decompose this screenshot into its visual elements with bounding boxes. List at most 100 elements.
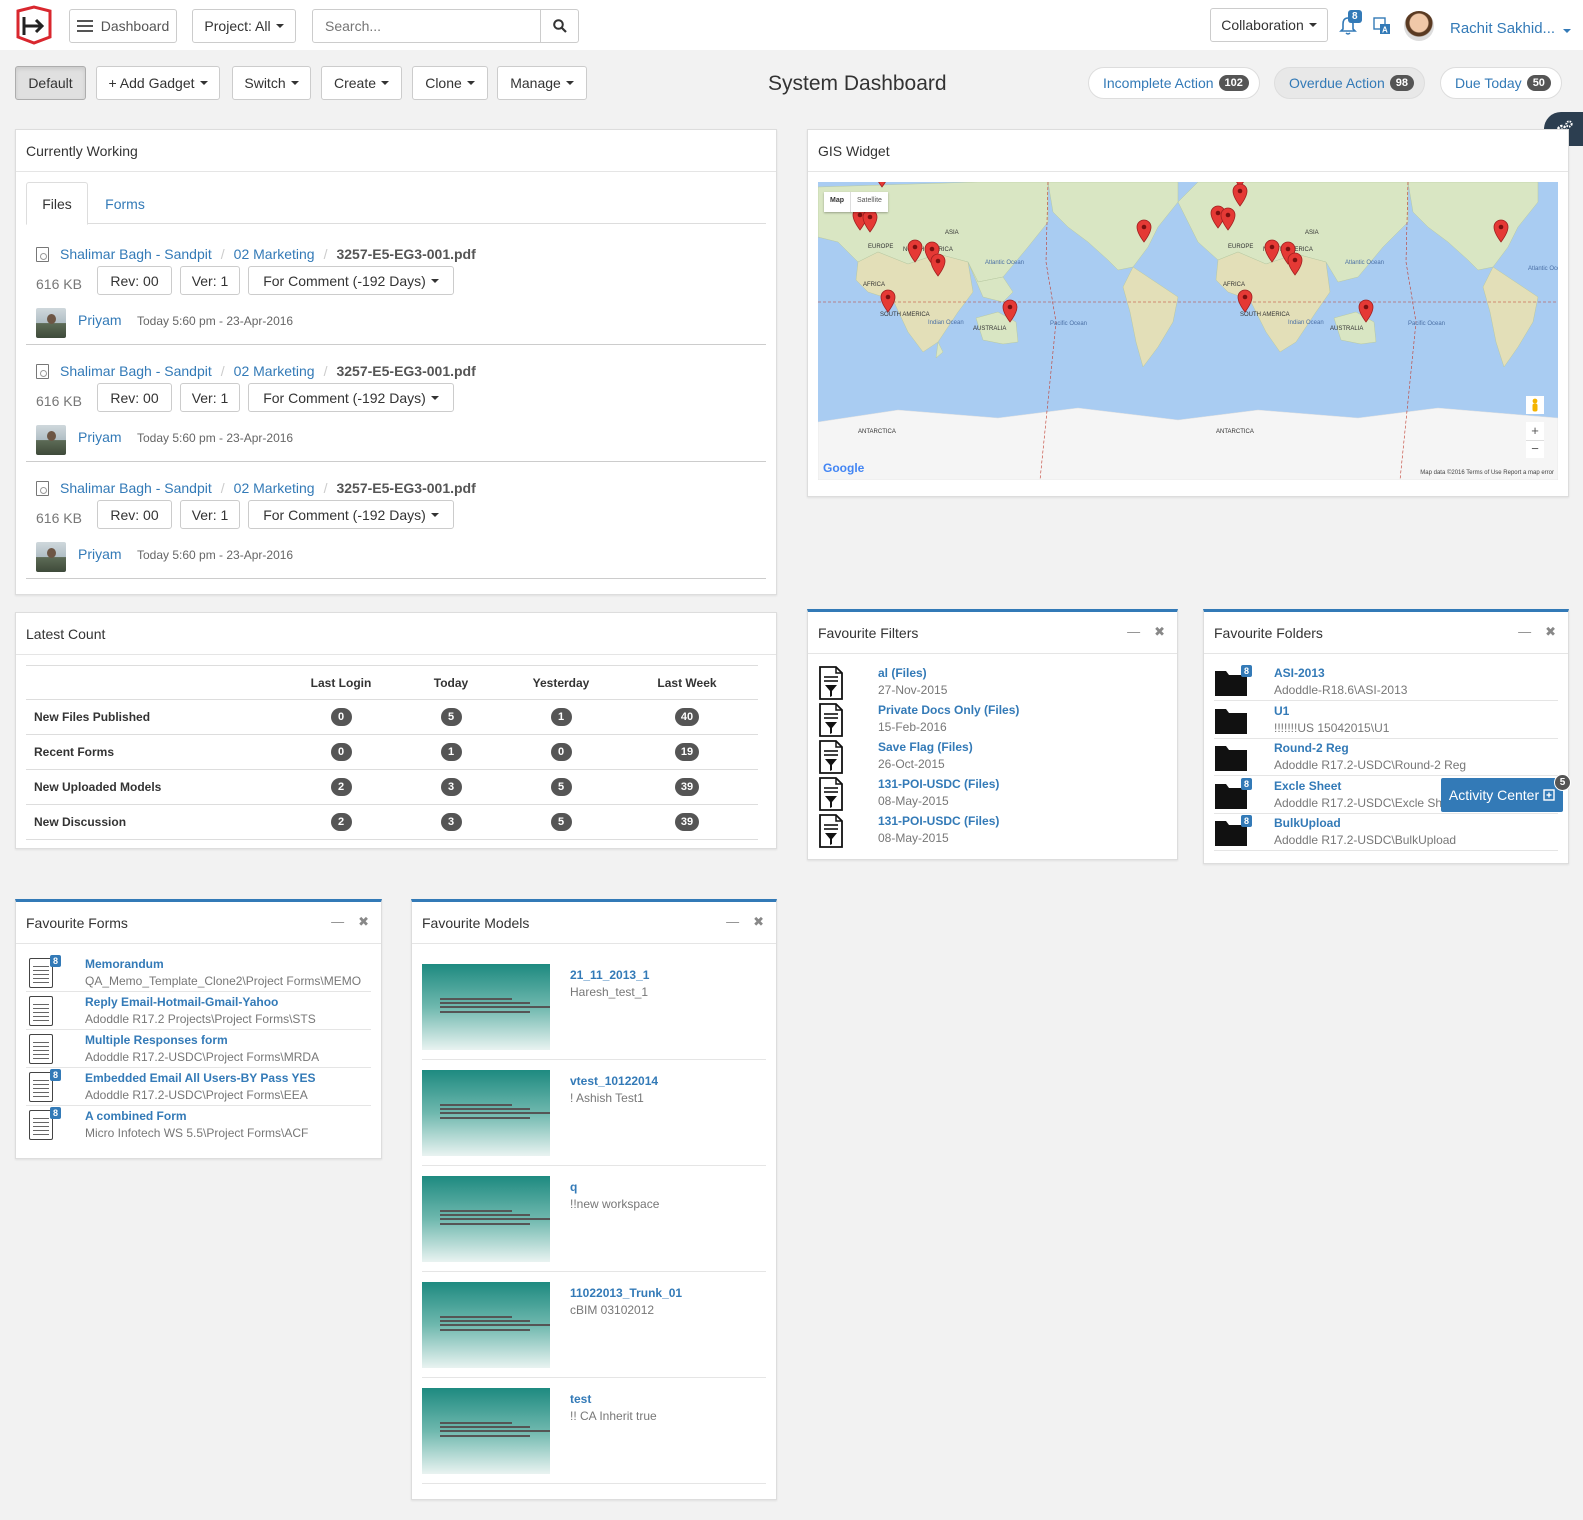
map-marker-icon[interactable] — [880, 289, 896, 313]
file-name[interactable]: 3257-E5-EG3-001.pdf — [336, 363, 476, 379]
manage-button[interactable]: Manage — [497, 66, 587, 100]
clone-button[interactable]: Clone — [412, 66, 488, 100]
map-marker-icon[interactable] — [1220, 207, 1236, 231]
revision-button[interactable]: Rev: 00 — [97, 266, 172, 295]
minimize-icon[interactable]: — — [726, 914, 740, 929]
count-badge[interactable]: 5 — [440, 708, 462, 726]
revision-button[interactable]: Rev: 00 — [97, 500, 172, 529]
map-marker-icon[interactable] — [1264, 239, 1280, 263]
model-link[interactable]: vtest_10122014 — [570, 1074, 659, 1088]
count-badge[interactable]: 0 — [330, 708, 352, 726]
language-icon[interactable]: A — [1373, 17, 1391, 35]
count-badge[interactable]: 1 — [440, 743, 462, 761]
map-marker-icon[interactable] — [1287, 252, 1303, 276]
model-thumbnail[interactable] — [422, 1282, 550, 1368]
search-input[interactable] — [313, 10, 538, 42]
folder-link[interactable]: 02 Marketing — [233, 480, 315, 496]
project-selector[interactable]: Project: All — [192, 9, 296, 43]
file-name[interactable]: 3257-E5-EG3-001.pdf — [336, 480, 476, 496]
count-badge[interactable]: 0 — [550, 743, 572, 761]
switch-button[interactable]: Switch — [232, 66, 311, 100]
count-badge[interactable]: 2 — [330, 813, 352, 831]
close-icon[interactable]: ✖ — [358, 914, 369, 929]
due-today-pill[interactable]: Due Today 50 — [1440, 67, 1562, 99]
minimize-icon[interactable]: — — [331, 914, 345, 929]
map-marker-icon[interactable] — [1237, 289, 1253, 313]
minimize-icon[interactable]: — — [1518, 624, 1532, 639]
count-badge[interactable]: 3 — [440, 813, 462, 831]
user-link[interactable]: Priyam — [78, 429, 122, 445]
folder-link[interactable]: BulkUpload — [1274, 816, 1341, 830]
form-link[interactable]: A combined Form — [85, 1109, 187, 1123]
satellite-tab[interactable]: Satellite — [850, 192, 888, 212]
count-badge[interactable]: 3 — [440, 778, 462, 796]
map-marker-icon[interactable] — [1002, 299, 1018, 323]
model-link[interactable]: 21_11_2013_1 — [570, 968, 650, 982]
form-link[interactable]: Embedded Email All Users-BY Pass YES — [85, 1071, 316, 1085]
version-button[interactable]: Ver: 1 — [180, 500, 240, 529]
model-thumbnail[interactable] — [422, 1070, 550, 1156]
count-badge[interactable]: 39 — [674, 778, 700, 796]
user-avatar[interactable] — [1404, 11, 1434, 41]
collaboration-dropdown[interactable]: Collaboration — [1210, 8, 1328, 42]
map-marker-icon[interactable] — [1232, 183, 1248, 207]
model-link[interactable]: test — [570, 1392, 592, 1406]
filter-link[interactable]: Private Docs Only (Files) — [878, 703, 1020, 717]
zoom-out-button[interactable]: − — [1526, 440, 1544, 458]
filter-link[interactable]: 131-POI-USDC (Files) — [878, 814, 1000, 828]
form-link[interactable]: Memorandum — [85, 957, 164, 971]
close-icon[interactable]: ✖ — [753, 914, 764, 929]
count-badge[interactable]: 0 — [330, 743, 352, 761]
incomplete-action-pill[interactable]: Incomplete Action 102 — [1088, 67, 1260, 99]
search-button[interactable] — [540, 10, 578, 42]
count-badge[interactable]: 39 — [674, 813, 700, 831]
count-badge[interactable]: 2 — [330, 778, 352, 796]
file-name[interactable]: 3257-E5-EG3-001.pdf — [336, 246, 476, 262]
folder-link[interactable]: U1 — [1274, 703, 1290, 718]
folder-link[interactable]: Round-2 Reg — [1274, 741, 1349, 755]
user-link[interactable]: Priyam — [78, 312, 122, 328]
map-marker-icon[interactable] — [875, 182, 889, 188]
add-gadget-button[interactable]: + Add Gadget — [96, 66, 220, 100]
map-marker-icon[interactable] — [1136, 219, 1152, 243]
close-icon[interactable]: ✖ — [1545, 624, 1556, 639]
project-link[interactable]: Shalimar Bagh - Sandpit — [60, 246, 212, 262]
create-button[interactable]: Create — [321, 66, 402, 100]
count-badge[interactable]: 1 — [550, 708, 572, 726]
model-link[interactable]: q — [570, 1180, 578, 1194]
map-marker-icon[interactable] — [1358, 299, 1374, 323]
filter-link[interactable]: Save Flag (Files) — [878, 740, 973, 754]
count-badge[interactable]: 40 — [674, 708, 700, 726]
folder-link[interactable]: 02 Marketing — [233, 363, 315, 379]
form-link[interactable]: Multiple Responses form — [85, 1033, 228, 1047]
filter-link[interactable]: al (Files) — [878, 666, 927, 680]
status-dropdown[interactable]: For Comment (-192 Days) — [248, 383, 454, 412]
form-link[interactable]: Reply Email-Hotmail-Gmail-Yahoo — [85, 995, 279, 1009]
user-menu[interactable]: Rachit Sakhid... — [1450, 20, 1572, 37]
map-marker-icon[interactable] — [1493, 219, 1509, 243]
close-icon[interactable]: ✖ — [1154, 624, 1165, 639]
user-link[interactable]: Priyam — [78, 546, 122, 562]
model-thumbnail[interactable] — [422, 964, 550, 1050]
model-thumbnail[interactable] — [422, 1388, 550, 1474]
map-tab[interactable]: Map — [830, 197, 844, 204]
folder-link[interactable]: ASI-2013 — [1274, 666, 1325, 680]
map-markers[interactable] — [852, 182, 1509, 323]
dashboard-menu-button[interactable]: Dashboard — [69, 9, 177, 43]
status-dropdown[interactable]: For Comment (-192 Days) — [248, 266, 454, 295]
model-link[interactable]: 11022013_Trunk_01 — [570, 1286, 683, 1300]
app-logo-icon[interactable] — [14, 5, 54, 45]
tab-files[interactable]: Files — [26, 182, 88, 225]
folder-link[interactable]: Excle Sheet — [1274, 778, 1342, 793]
model-thumbnail[interactable] — [422, 1176, 550, 1262]
project-link[interactable]: Shalimar Bagh - Sandpit — [60, 363, 212, 379]
minimize-icon[interactable]: — — [1127, 624, 1141, 639]
project-link[interactable]: Shalimar Bagh - Sandpit — [60, 480, 212, 496]
world-map[interactable]: EUROPEASIAAFRICAAUSTRALIANORTH AMERICASO… — [818, 182, 1558, 480]
map-marker-icon[interactable] — [930, 253, 946, 277]
overdue-action-pill[interactable]: Overdue Action 98 — [1274, 67, 1425, 99]
pegman-control[interactable] — [1526, 396, 1544, 414]
version-button[interactable]: Ver: 1 — [180, 383, 240, 412]
default-dashboard-button[interactable]: Default — [15, 66, 86, 100]
filter-link[interactable]: 131-POI-USDC (Files) — [878, 777, 1000, 791]
